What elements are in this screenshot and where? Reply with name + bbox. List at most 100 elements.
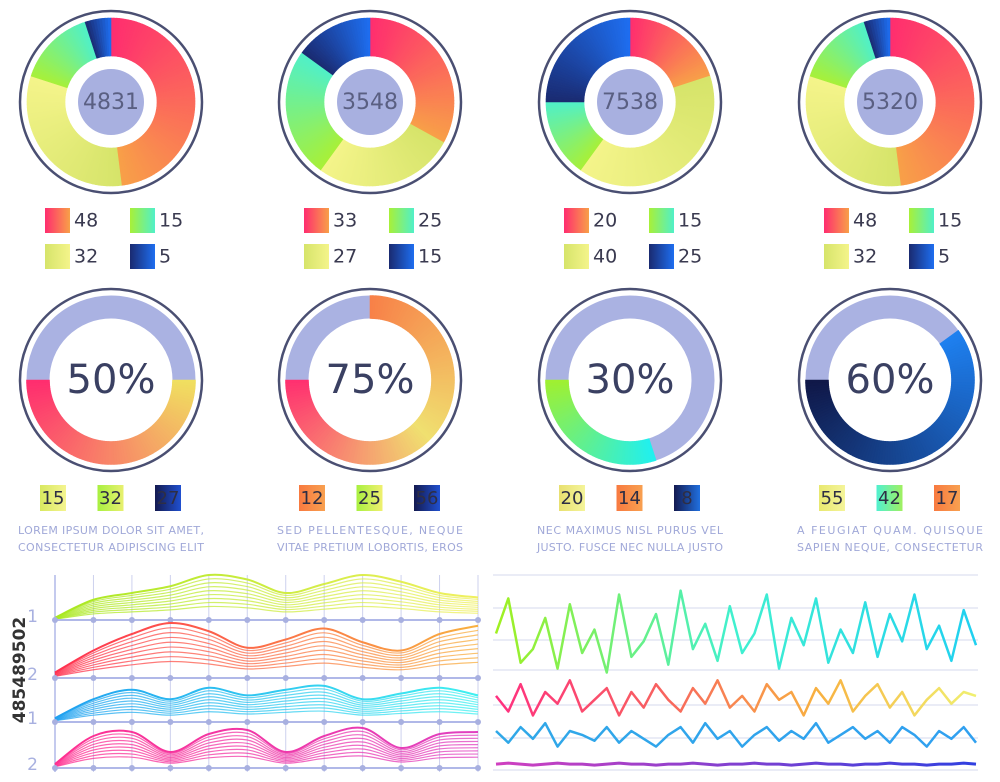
baseline-dot	[128, 765, 135, 771]
legend-swatch	[564, 244, 589, 269]
wave-shade	[54, 578, 479, 619]
wave-shade	[54, 694, 479, 720]
band-label: 1	[27, 709, 38, 729]
legend-value: 15	[159, 210, 183, 232]
baseline-dot	[167, 765, 174, 771]
wave-line	[54, 684, 479, 720]
wave-shade	[54, 751, 479, 768]
donut-slice	[26, 75, 122, 187]
wave-shade	[54, 597, 479, 620]
wave-shade	[54, 691, 479, 720]
baseline-dot	[359, 719, 366, 725]
wave-shade	[54, 710, 479, 722]
legend-swatch	[824, 208, 849, 233]
progress-label: 50%	[67, 357, 156, 403]
wave-shade	[54, 748, 479, 767]
baseline-dot	[436, 617, 443, 623]
donut-slice	[545, 101, 604, 171]
baseline-dot	[398, 617, 405, 623]
arc-piece	[369, 441, 374, 465]
legend-swatch	[304, 208, 329, 233]
stat-swatch	[616, 485, 643, 511]
baseline-dot	[359, 765, 366, 771]
progress-arc	[285, 295, 455, 465]
stat-swatch	[356, 485, 383, 511]
wave-shade	[54, 700, 479, 721]
legend-value: 25	[418, 210, 442, 232]
baseline-dot	[167, 675, 174, 681]
baseline-dot	[359, 675, 366, 681]
legend-swatch	[45, 208, 70, 233]
stat-swatch	[414, 485, 440, 511]
wave-shade	[54, 593, 479, 620]
wave-line	[54, 573, 479, 619]
wave-line	[54, 621, 479, 674]
stat-swatch	[934, 485, 960, 511]
baseline-dot	[244, 675, 251, 681]
legend-swatch	[389, 244, 414, 269]
donut-center	[78, 69, 144, 135]
caption-line: JUSTO. FUSCE NEC NULLA JUSTO	[536, 541, 723, 554]
caption-line: LOREM IPSUM DOLOR SIT AMET,	[18, 524, 204, 537]
baseline-dot	[128, 617, 135, 623]
wave-shade	[54, 730, 479, 765]
stat-value: 15	[42, 488, 65, 509]
legend-swatch	[389, 208, 414, 233]
stat-value: 27	[157, 488, 180, 509]
donut-center-value: 4831	[83, 90, 139, 115]
wave-shade	[54, 707, 479, 722]
donut-slice	[84, 17, 112, 59]
legend-swatch	[909, 208, 934, 233]
baseline-dot	[52, 719, 58, 725]
line-series	[495, 679, 977, 717]
legend-value: 15	[678, 210, 702, 232]
stat-swatch	[97, 485, 124, 511]
caption-line: SED PELLENTESQUE, NEQUE	[277, 524, 463, 537]
baseline-dot	[52, 675, 58, 681]
band-label: 2	[27, 665, 38, 685]
legend-value: 32	[853, 246, 877, 268]
donut-slice	[580, 75, 715, 187]
caption-line: NEC MAXIMUS NISL PURUS VEL	[537, 524, 724, 537]
progress-arc	[26, 379, 196, 465]
stat-value: 8	[681, 488, 692, 509]
baseline-dot	[282, 765, 289, 771]
baseline-dot	[475, 675, 481, 681]
stat-value: 42	[878, 488, 901, 509]
baseline-dot	[475, 719, 481, 725]
donut-slice	[889, 17, 975, 186]
legend-value: 20	[593, 210, 617, 232]
progress-label: 30%	[586, 357, 675, 403]
baseline-dot	[167, 719, 174, 725]
legend-swatch	[649, 208, 674, 233]
legend-swatch	[649, 244, 674, 269]
legend-value: 48	[74, 210, 98, 232]
arc-piece	[285, 379, 309, 384]
arc-piece	[951, 376, 975, 381]
legend-value: 48	[853, 210, 877, 232]
wave-shade	[54, 741, 479, 766]
donut-center	[337, 69, 403, 135]
wave-shade	[54, 704, 479, 721]
baseline-dot	[205, 765, 212, 771]
baseline-dot	[282, 617, 289, 623]
baseline-dot	[90, 719, 97, 725]
baseline-dot	[128, 675, 135, 681]
arc-piece	[805, 379, 829, 384]
baseline-dot	[436, 719, 443, 725]
baseline-dot	[205, 617, 212, 623]
legend-swatch	[130, 244, 155, 269]
legend-value: 25	[678, 246, 702, 268]
legend-value: 27	[333, 246, 357, 268]
stat-value: 32	[99, 488, 122, 509]
wave-shade	[54, 641, 479, 675]
legend-swatch	[824, 244, 849, 269]
arc-piece	[889, 441, 894, 465]
donut-slice	[809, 21, 877, 89]
line-series	[494, 589, 978, 674]
wave-shade	[54, 737, 479, 766]
legend-swatch	[909, 244, 934, 269]
legend-value: 40	[593, 246, 617, 268]
arc-piece	[110, 441, 115, 465]
wave-shade	[54, 627, 479, 674]
